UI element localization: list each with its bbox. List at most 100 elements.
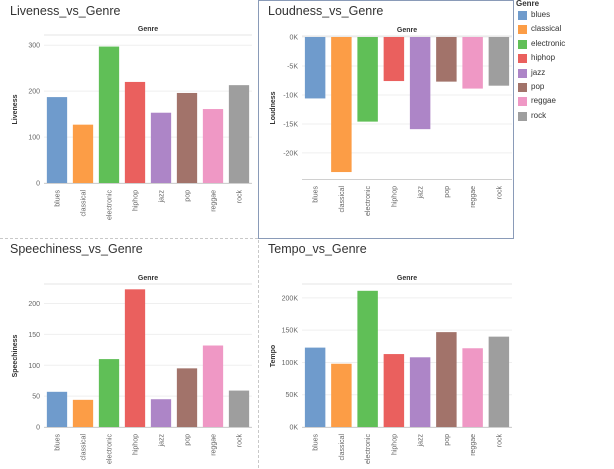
bar-electronic[interactable] — [357, 37, 378, 122]
y-tick-label: 50 — [32, 394, 40, 401]
category-label-hiphop: hiphop — [133, 190, 140, 211]
y-axis-label: Speechiness — [12, 334, 19, 377]
category-label-pop: pop — [185, 434, 192, 446]
bar-rock[interactable] — [488, 37, 510, 86]
bar-jazz[interactable] — [150, 112, 172, 183]
chart-speechiness[interactable]: Speechiness_vs_Genre Genre Speechiness 0 50 1… — [10, 242, 252, 464]
bar-hiphop[interactable] — [383, 354, 405, 427]
y-tick-label: 150 — [28, 332, 40, 339]
category-label-jazz: jazz — [159, 434, 166, 448]
legend-item-pop[interactable]: pop — [518, 82, 614, 93]
bar-pop[interactable] — [436, 332, 457, 427]
legend-swatch — [518, 111, 527, 121]
legend-swatch — [518, 39, 527, 49]
legend-item-jazz[interactable]: jazz — [518, 68, 614, 79]
bar-blues[interactable] — [46, 97, 68, 183]
column-header: Genre — [397, 27, 417, 34]
category-label-rock: rock — [496, 434, 503, 448]
category-label-rock: rock — [496, 186, 503, 200]
legend-label: pop — [531, 82, 545, 91]
category-label-hiphop: hiphop — [391, 186, 398, 207]
chart-loudness[interactable]: Loudness_vs_Genre Genre Loudness 0K -5K -10K -… — [268, 4, 512, 216]
bar-blues[interactable] — [304, 37, 326, 99]
bar-rock[interactable] — [488, 336, 510, 427]
bar-blues[interactable] — [304, 347, 326, 427]
y-axis-label: Liveness — [12, 94, 19, 124]
category-label-blues: blues — [55, 190, 62, 207]
y-tick-label: 100 — [28, 135, 40, 142]
category-label-pop: pop — [185, 190, 192, 202]
bar-blues[interactable] — [46, 391, 68, 427]
legend-item-hiphop[interactable]: hiphop — [518, 53, 614, 64]
bar-jazz[interactable] — [409, 357, 431, 427]
bar-pop[interactable] — [436, 37, 457, 82]
bar-rock[interactable] — [228, 390, 250, 427]
bar-hiphop[interactable] — [383, 37, 405, 82]
bar-jazz[interactable] — [409, 37, 431, 130]
legend-swatch — [518, 25, 527, 35]
y-tick-label: 200K — [282, 295, 299, 302]
y-axis-label: Loudness — [270, 91, 277, 124]
y-tick-label: 200 — [28, 301, 40, 308]
y-tick-label: 100 — [28, 363, 40, 370]
category-label-rock: rock — [237, 434, 244, 448]
category-label-classical: classical — [81, 190, 88, 217]
legend-label: rock — [531, 110, 547, 120]
legend-label: reggae — [531, 96, 556, 106]
bar-electronic[interactable] — [98, 359, 120, 427]
legend-label: blues — [531, 10, 551, 19]
bar-reggae[interactable] — [462, 37, 483, 89]
y-tick-label: 0K — [289, 425, 298, 432]
y-tick-label: 100K — [282, 360, 299, 367]
legend-item-blues[interactable]: blues — [518, 10, 614, 21]
category-label-blues: blues — [55, 434, 62, 451]
legend-item-electronic[interactable]: electronic — [518, 39, 614, 50]
bar-electronic[interactable] — [98, 46, 120, 183]
bar-pop[interactable] — [176, 92, 198, 183]
bar-reggae[interactable] — [202, 109, 224, 183]
selected-panel-border — [258, 0, 514, 239]
category-label-hiphop: hiphop — [391, 434, 398, 455]
bar-pop[interactable] — [176, 368, 198, 427]
legend-item-reggae[interactable]: reggae — [518, 96, 614, 107]
chart-liveness[interactable]: Liveness_vs_Genre Genre Liveness 0 100 200 300… — [10, 4, 252, 220]
legend-swatch — [518, 54, 527, 64]
y-tick-label: 0K — [289, 35, 298, 42]
legend-swatch — [518, 11, 527, 20]
legend-item-rock[interactable]: rock — [518, 110, 614, 122]
bar-reggae[interactable] — [462, 348, 483, 427]
legend-item-classical[interactable]: classical — [518, 24, 614, 35]
y-tick-label: -20K — [283, 150, 298, 157]
y-tick-label: 0 — [36, 425, 40, 432]
bar-hiphop[interactable] — [124, 81, 146, 183]
legend-swatch — [518, 83, 527, 92]
legend-swatch — [518, 68, 527, 78]
bar-hiphop[interactable] — [124, 289, 146, 427]
bar-rock[interactable] — [228, 85, 250, 183]
bar-classical[interactable] — [331, 363, 352, 427]
chart-title: Speechiness_vs_Genre — [10, 242, 143, 256]
y-tick-label: -5K — [287, 63, 298, 70]
chart-tempo[interactable]: Tempo_vs_Genre Genre Tempo 0K 50K 100K 150K 200… — [268, 242, 512, 464]
category-label-rock: rock — [237, 190, 244, 204]
category-label-reggae: reggae — [470, 186, 477, 208]
category-label-electronic: electronic — [107, 190, 114, 220]
bar-classical[interactable] — [72, 124, 94, 183]
legend-swatch — [518, 97, 527, 107]
bar-reggae[interactable] — [202, 345, 224, 427]
bar-electronic[interactable] — [357, 290, 378, 427]
bar-jazz[interactable] — [150, 399, 172, 427]
category-label-blues: blues — [313, 186, 320, 203]
y-tick-label: 50K — [286, 392, 299, 399]
category-label-blues: blues — [313, 434, 320, 451]
chart-title: Loudness_vs_Genre — [268, 4, 383, 18]
y-tick-label: 0 — [36, 181, 40, 188]
category-label-jazz: jazz — [418, 434, 425, 448]
bar-classical[interactable] — [331, 37, 352, 173]
bar-classical[interactable] — [72, 399, 94, 427]
column-header: Genre — [138, 275, 158, 282]
category-label-reggae: reggae — [470, 434, 477, 456]
category-label-electronic: electronic — [107, 434, 114, 464]
y-axis-label: Tempo — [270, 345, 277, 367]
category-label-pop: pop — [444, 186, 451, 198]
